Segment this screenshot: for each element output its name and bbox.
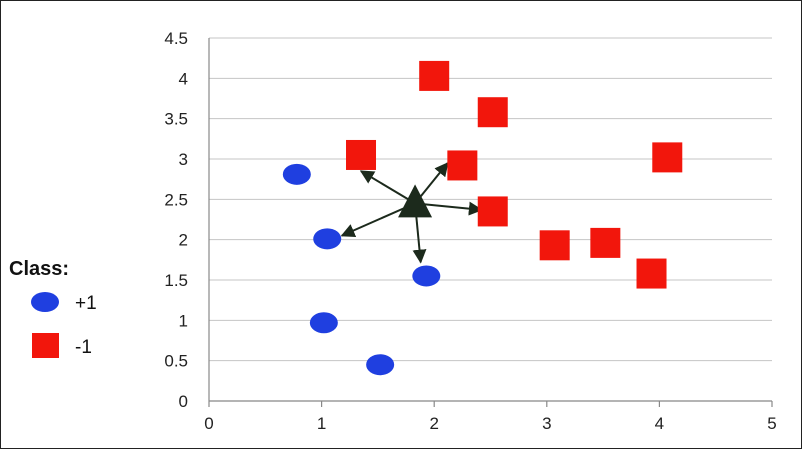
point-square (447, 150, 478, 181)
neighbor-arrow (359, 170, 416, 205)
point-square (636, 258, 667, 289)
y-tick-label: 2 (179, 231, 188, 250)
y-tick-label: 1 (179, 311, 188, 330)
point-circle (366, 354, 395, 376)
point-circle (282, 163, 311, 185)
x-tick-label: 3 (542, 414, 551, 433)
legend-title: Class: (9, 258, 69, 280)
legend-label-negative: -1 (75, 337, 92, 358)
point-square (539, 230, 570, 261)
query-triangle (398, 184, 433, 218)
x-tick-label: 0 (204, 414, 213, 433)
point-circle (313, 228, 342, 250)
axes (208, 38, 773, 407)
y-tick-label: 2.5 (164, 190, 188, 209)
neighbor-arrow (414, 201, 483, 216)
y-tick-label: 0 (179, 392, 188, 411)
x-tick-label: 5 (767, 414, 776, 433)
legend-marker-circle (31, 292, 59, 312)
y-tick-labels: 0 0.5 1 1.5 2 2.5 3 3.5 4 4.5 (164, 29, 188, 411)
point-square (419, 60, 450, 91)
y-tick-label: 4 (179, 69, 188, 88)
legend: Class: +1 -1 (9, 258, 97, 358)
y-tick-label: 1.5 (164, 271, 188, 290)
point-square (652, 142, 683, 173)
y-tick-label: 4.5 (164, 29, 188, 48)
point-square (477, 97, 508, 128)
x-tick-label: 2 (429, 414, 438, 433)
point-square (477, 196, 508, 227)
point-square (346, 139, 377, 170)
y-tick-label: 3 (179, 150, 188, 169)
point-square (590, 227, 621, 258)
x-tick-label: 4 (655, 414, 664, 433)
y-tick-label: 0.5 (164, 352, 188, 371)
query-point (398, 184, 433, 218)
point-circle (412, 265, 441, 287)
legend-label-positive: +1 (75, 293, 97, 314)
data-points (282, 60, 683, 376)
x-tick-label: 1 (317, 414, 326, 433)
point-circle (309, 312, 338, 334)
x-tick-labels: 0 1 2 3 4 5 (204, 414, 776, 433)
y-tick-label: 3.5 (164, 110, 188, 129)
legend-marker-square (32, 333, 59, 358)
